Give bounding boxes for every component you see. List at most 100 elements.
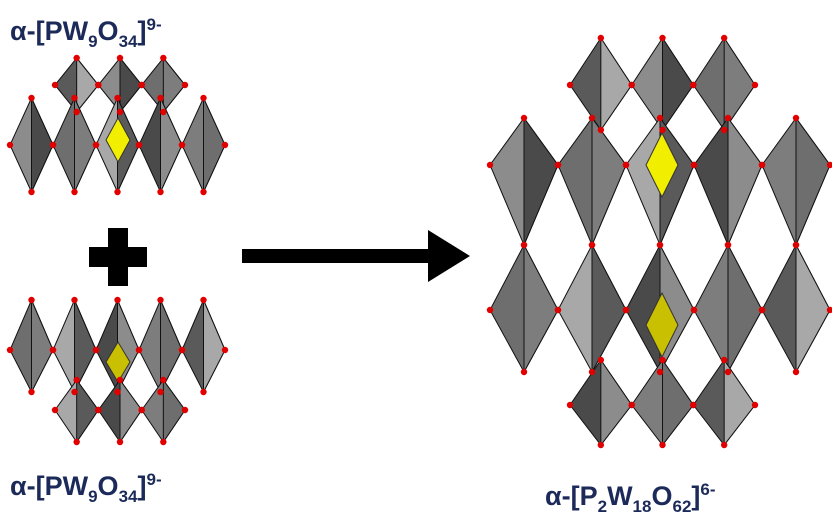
subscript: 9 bbox=[88, 487, 97, 506]
octahedron-face bbox=[795, 116, 831, 246]
oxygen-atom bbox=[178, 346, 186, 354]
oxygen-atom bbox=[71, 388, 78, 396]
oxygen-atom bbox=[135, 141, 143, 149]
oxygen-atom bbox=[49, 141, 57, 149]
oxygen-atom bbox=[221, 141, 229, 149]
oxygen-atom bbox=[200, 388, 207, 396]
oxygen-atom bbox=[720, 34, 728, 42]
oxygen-atom bbox=[792, 241, 800, 249]
oxygen-atom bbox=[51, 406, 59, 414]
oxygen-atom bbox=[659, 356, 666, 364]
oxygen-atom bbox=[114, 388, 121, 396]
oxygen-atom bbox=[588, 368, 596, 376]
formula: ] bbox=[137, 471, 146, 501]
octahedron-face bbox=[203, 97, 226, 193]
oxygen-atom bbox=[6, 141, 14, 149]
oxygen-atom bbox=[758, 306, 766, 314]
oxygen-atom bbox=[71, 296, 78, 304]
oxygen-atom bbox=[520, 114, 528, 122]
oxygen-atom bbox=[597, 356, 605, 364]
oxygen-atom bbox=[724, 114, 732, 122]
octahedron-face bbox=[723, 36, 756, 132]
oxygen-atom bbox=[157, 388, 164, 396]
superscript: 9- bbox=[146, 470, 161, 489]
oxygen-atom bbox=[758, 161, 766, 169]
oxygen-atom bbox=[656, 368, 664, 376]
formula: O bbox=[98, 16, 119, 46]
oxygen-atom bbox=[690, 81, 697, 89]
oxygen-atom bbox=[588, 241, 596, 249]
oxygen-atom bbox=[659, 441, 666, 449]
octahedron-face bbox=[591, 244, 627, 373]
superscript: 6- bbox=[700, 480, 715, 499]
octahedron-face bbox=[662, 358, 694, 447]
octahedron-face bbox=[160, 299, 183, 393]
oxygen-atom bbox=[826, 161, 832, 169]
left-top-label: α-[PW9O34]9- bbox=[10, 15, 162, 51]
octahedron-face bbox=[600, 358, 633, 447]
oxygen-atom bbox=[92, 346, 100, 354]
oxygen-atom bbox=[116, 108, 124, 116]
oxygen-atom bbox=[114, 188, 121, 196]
oxygen-atom bbox=[95, 406, 102, 414]
oxygen-atom bbox=[28, 94, 35, 102]
octahedron-face bbox=[600, 36, 633, 132]
oxygen-atom bbox=[138, 81, 145, 89]
octahedron-face bbox=[727, 244, 763, 373]
oxygen-atom bbox=[690, 161, 698, 169]
octahedron-face bbox=[162, 56, 186, 114]
oxygen-atom bbox=[28, 296, 35, 304]
oxygen-atom bbox=[751, 401, 759, 409]
formula: W bbox=[607, 481, 633, 511]
oxygen-atom bbox=[720, 356, 728, 364]
oxygen-atom bbox=[114, 94, 121, 102]
oxygen-atom bbox=[628, 401, 635, 409]
oxygen-atom bbox=[656, 114, 664, 122]
oxygen-atom bbox=[116, 54, 124, 62]
oxygen-atom bbox=[622, 161, 630, 169]
oxygen-atom bbox=[628, 81, 635, 89]
oxygen-atom bbox=[200, 296, 207, 304]
octahedron-face bbox=[523, 244, 559, 373]
oxygen-atom bbox=[724, 241, 732, 249]
octahedron-face bbox=[76, 378, 99, 444]
phosphate bbox=[105, 116, 131, 164]
octahedron-face bbox=[76, 56, 99, 114]
oxygen-atom bbox=[160, 108, 167, 116]
oxygen-atom bbox=[160, 438, 167, 446]
oxygen-atom bbox=[71, 188, 78, 196]
oxygen-atom bbox=[28, 388, 35, 396]
oxygen-atom bbox=[95, 81, 102, 89]
oxygen-atom bbox=[157, 188, 164, 196]
oxygen-atom bbox=[157, 296, 164, 304]
subscript: 2 bbox=[598, 497, 607, 516]
oxygen-atom bbox=[49, 346, 57, 354]
oxygen-atom bbox=[92, 141, 100, 149]
subscript: 62 bbox=[672, 497, 691, 516]
oxygen-atom bbox=[656, 241, 664, 249]
oxygen-atom bbox=[720, 441, 728, 449]
oxygen-atom bbox=[597, 441, 605, 449]
oxygen-atom bbox=[73, 376, 80, 384]
phosphate bbox=[645, 131, 679, 199]
oxygen-atom bbox=[566, 401, 574, 409]
oxygen-atom bbox=[724, 368, 732, 376]
oxygen-atom bbox=[554, 161, 562, 169]
oxygen-atom bbox=[73, 108, 80, 116]
oxygen-atom bbox=[160, 376, 167, 384]
oxygen-atom bbox=[622, 306, 630, 314]
plus-sign bbox=[89, 247, 147, 267]
oxygen-atom bbox=[597, 126, 605, 134]
octahedron-face bbox=[523, 116, 559, 246]
oxygen-atom bbox=[690, 306, 698, 314]
subscript: 34 bbox=[119, 487, 138, 506]
oxygen-atom bbox=[73, 438, 80, 446]
octahedron-face bbox=[795, 244, 831, 373]
oxygen-atom bbox=[221, 346, 229, 354]
oxygen-atom bbox=[486, 306, 494, 314]
oxygen-atom bbox=[178, 141, 186, 149]
arrow-head bbox=[428, 230, 470, 282]
oxygen-atom bbox=[826, 306, 832, 314]
superscript: 9- bbox=[146, 15, 161, 34]
